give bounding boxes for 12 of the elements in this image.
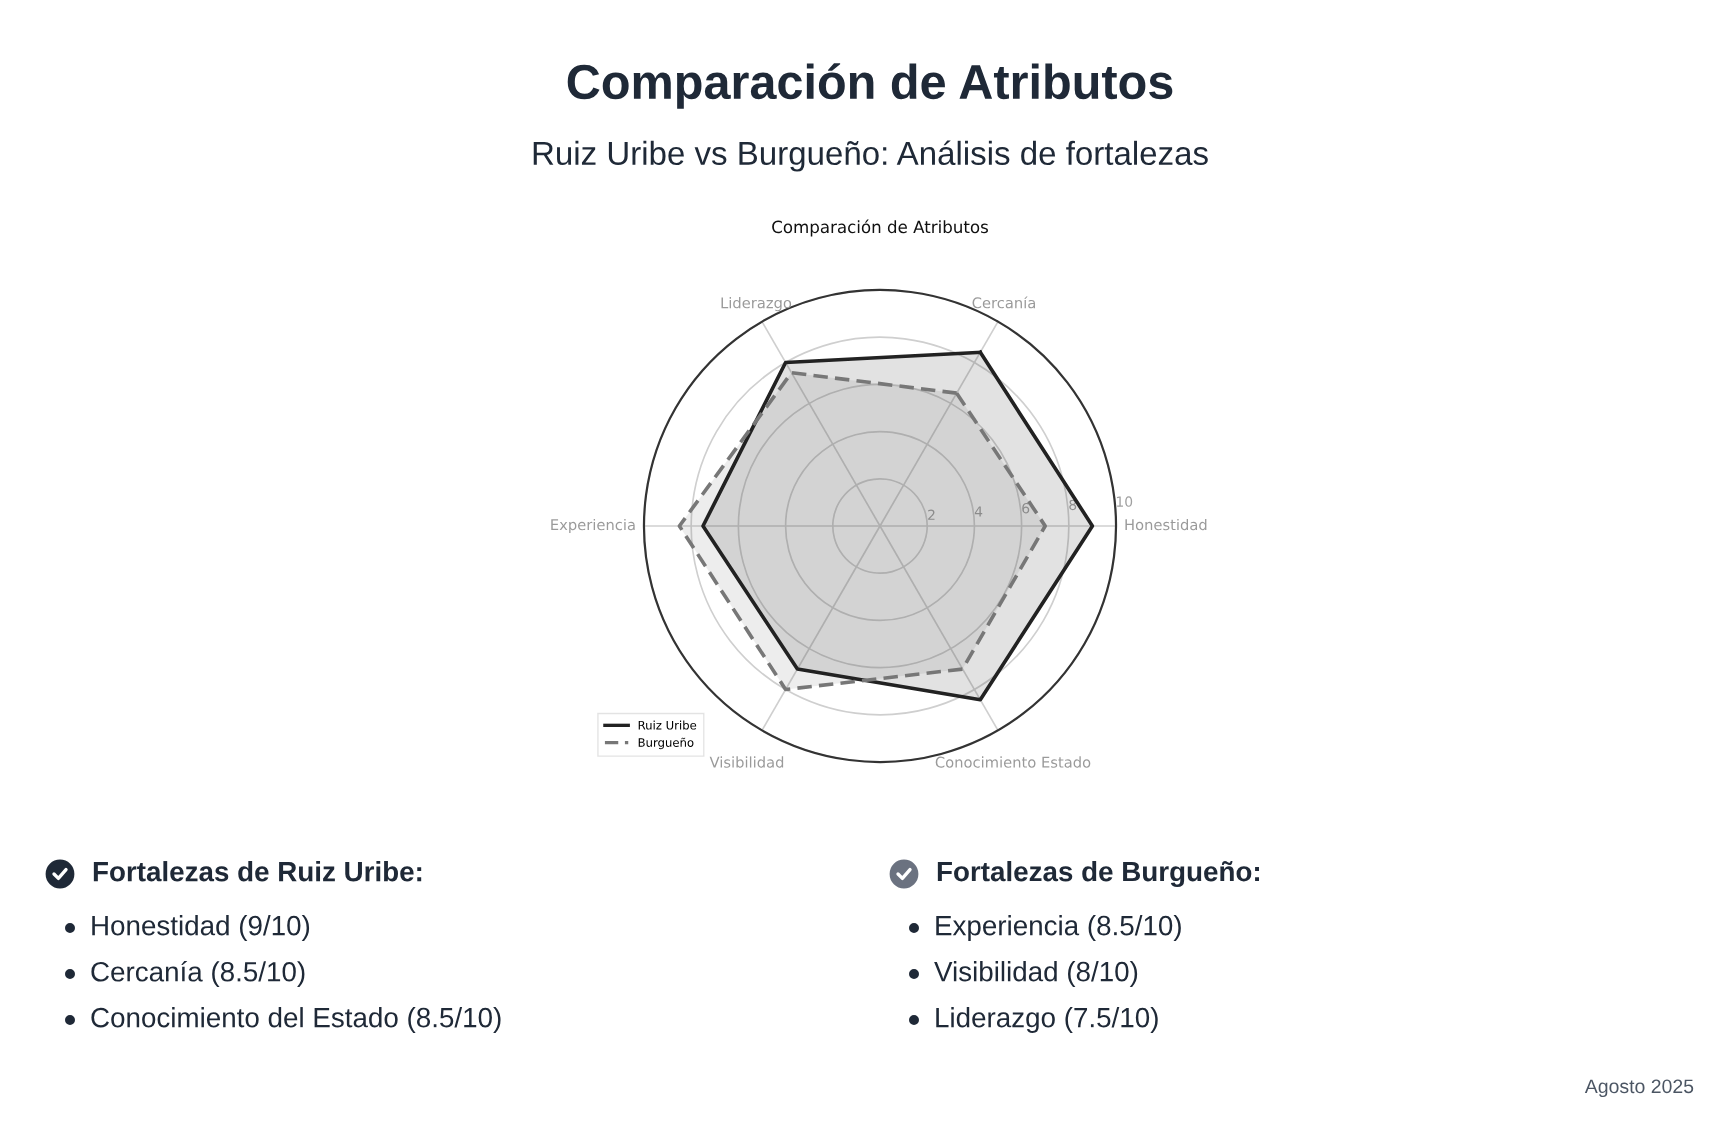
- chart-title: Comparación de Atributos: [567, 63, 1173, 109]
- text: Conocimiento del Estado (8.5/10): [91, 1007, 501, 1033]
- text: Visibilidad (8/10): [934, 961, 1138, 987]
- text: Liderazgo (7.5/10): [936, 1007, 1158, 1033]
- text: Comparación de Atributos: [772, 219, 988, 237]
- text: Fortalezas de Burgueño:: [937, 860, 1259, 888]
- text: Experiencia (8.5/10): [936, 915, 1181, 941]
- text: Agosto 2025: [1584, 1079, 1694, 1098]
- chart-subtitle: Ruiz Uribe vs Burgueño: Análisis de fortalezas: [533, 140, 1208, 172]
- text: Cercanía (8.5/10): [91, 960, 305, 988]
- text: Honestidad (9/10): [92, 915, 310, 941]
- text: Fortalezas de Ruiz Uribe:: [93, 861, 422, 882]
